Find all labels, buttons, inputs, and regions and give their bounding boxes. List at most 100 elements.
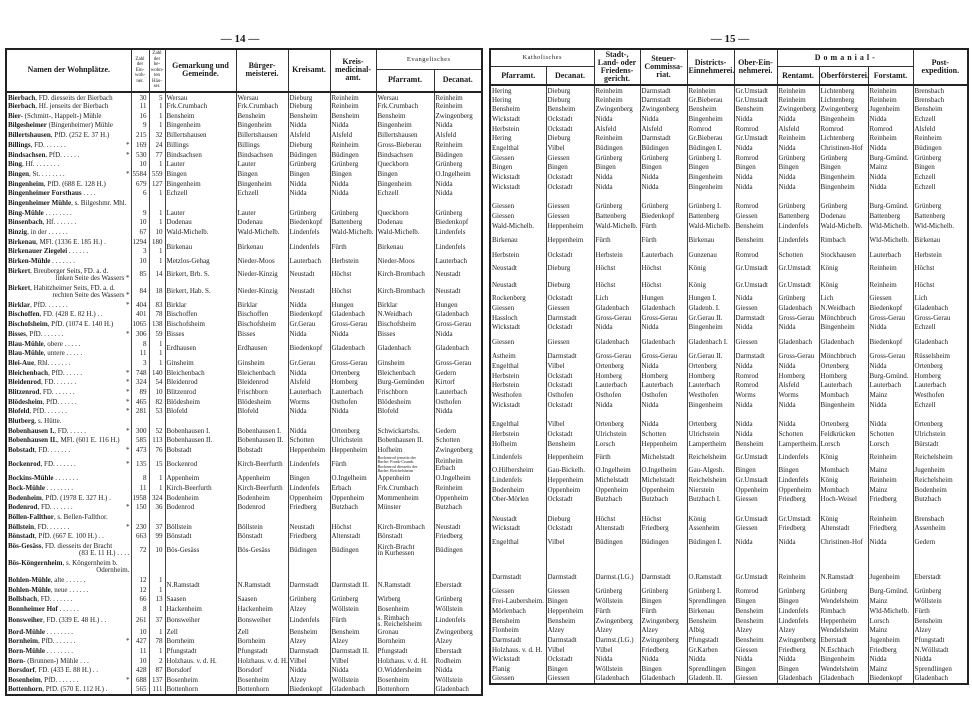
einwohner-count: 230 xyxy=(130,522,150,533)
kath-decanat: Ockstadt xyxy=(545,655,595,665)
place-name-detail: , PfD. . . . . . . xyxy=(40,676,79,685)
post: Alzey xyxy=(912,626,969,636)
table-row: Birkenau, MFl. (1336 E. 185 H.) . 1294 180… xyxy=(5,237,483,257)
gericht: Höchst xyxy=(593,514,641,525)
place-name-bold: Birkenauer Ziegelei xyxy=(8,247,68,256)
gemarkung: Bobenhausen II. xyxy=(164,436,237,446)
obereinnehmerei xyxy=(733,504,778,515)
table-row: Bischofsheim, PfD. (1074 E. 140 H.) 1065 1… xyxy=(5,320,483,330)
table-row: Borsdorf, FD. (433 E. 88 H.) . . 428 87 Bor… xyxy=(5,666,483,677)
gemarkung: Bleichenbach xyxy=(164,368,237,379)
rentamt: Alzey xyxy=(776,626,820,636)
steuer: Nidda xyxy=(639,323,688,333)
oberfoersterei: Mombach xyxy=(818,485,869,496)
table-row: Bingenheim, PfD. (688 E. 128 H.) 679 127 Bi… xyxy=(5,179,483,190)
forstamt: Battenberg xyxy=(867,211,914,222)
place-name-detail: , PfD. (667 E. 100 H.) . . xyxy=(34,532,104,541)
gemarkung: Bornheim xyxy=(164,637,237,647)
oberfoersterei: Bingenheim xyxy=(818,182,869,193)
forstamt: Lauterbach xyxy=(867,250,914,261)
place-name: Bonsweiher, FD. (339 E. 48 H.) . . xyxy=(5,614,132,628)
forstamt: Nidda xyxy=(867,182,914,193)
oberfoersterei: Lichtenberg xyxy=(818,134,869,144)
post: Ortenberg xyxy=(912,362,969,372)
steuer: Lauterbach xyxy=(639,250,688,261)
kath-decanat: Dieburg xyxy=(545,514,595,525)
table-row: Bottenhorn, PfD. (570 E. 112 H.) . 565 111… xyxy=(5,685,483,696)
gericht xyxy=(593,410,641,421)
post: Bensheim xyxy=(912,105,969,115)
table-row: Engelthal Vilbel Ortenberg Nidda Ortenberg Ni… xyxy=(489,362,969,372)
kath-decanat: Dieburg xyxy=(545,260,595,278)
buergermeisterei: Kirch-Beerfurth xyxy=(235,483,289,494)
place-name-bold: Binzig xyxy=(8,228,28,237)
buergermeisterei: Bornheim xyxy=(235,637,289,647)
forstamt: Nidda xyxy=(867,534,914,551)
einwohner-count: 1294 xyxy=(130,237,150,248)
steuer: Höchst xyxy=(639,514,688,525)
ev-pfarramt xyxy=(375,416,435,427)
kath-pfarramt: Wickstadt xyxy=(489,323,547,333)
forstamt: Nidda xyxy=(867,323,914,333)
table-row: Bingenheimer Mühle, s. Bilgeshmr. Mhl. xyxy=(5,198,483,209)
kreisamt xyxy=(287,512,331,523)
gemarkung: Lauter xyxy=(164,160,237,170)
oberfoersterei: Bingen xyxy=(818,163,869,173)
haeuser-count: 140 xyxy=(148,368,166,379)
gericht: Oppenheim xyxy=(593,485,641,496)
forstamt: Nidda xyxy=(867,400,914,411)
einwohner-count xyxy=(130,416,150,427)
oberfoersterei: Zwingenberg xyxy=(818,105,869,115)
table-row: Birken-Mühle . . . . . . . 10 1 Metzlos-Geh… xyxy=(5,257,483,267)
obereinnehmerei: Nidda xyxy=(733,429,778,440)
ev-pfarramt: Blofeld xyxy=(375,407,435,417)
districts: Gr.Gerau II. xyxy=(686,313,735,324)
kath-pfarramt: Birkenau xyxy=(489,231,547,251)
place-name: Bleidenrod, FD. . . . . . . * xyxy=(5,378,132,388)
post: Assenheim xyxy=(912,524,969,534)
obereinnehmerei: Nidda xyxy=(733,182,778,193)
table-row: Ober-Mörlen Ockstadt Butzbach Butzbach Butzb… xyxy=(489,495,969,505)
kath-decanat xyxy=(545,192,595,203)
kreisamt: Alzey xyxy=(287,637,331,647)
kath-decanat: Ockstadt xyxy=(545,114,595,125)
haeuser-count: 1 xyxy=(148,575,166,586)
place-name-bold: Blitzenrod xyxy=(8,387,40,396)
kreisamt: Darmstadt xyxy=(287,647,331,657)
rentamt xyxy=(776,192,820,203)
ev-pfarramt: Billertshausen xyxy=(375,131,435,141)
post: Echzell xyxy=(912,114,969,125)
header-kath-pfarramt: Pfarramt. xyxy=(489,66,547,86)
place-name: Bobenhausen I., FD. . . . . . * xyxy=(5,426,132,437)
table-row: Bodenrod, FD. . . . . . . * 150 36 Bodenrod B… xyxy=(5,503,483,513)
districts: Westhofen xyxy=(686,391,735,401)
gericht: Büdingen xyxy=(593,143,641,154)
buergermeisterei: Bottenhorn xyxy=(235,685,289,696)
post: Echzell xyxy=(912,400,969,411)
kath-decanat: Heppenheim xyxy=(545,449,595,467)
table-row: Westhofen Osthofen Osthofen Osthofen Westhof… xyxy=(489,391,969,401)
kath-decanat: Darmstadt xyxy=(545,313,595,324)
place-name-bold: Blau-Mühle xyxy=(8,339,44,348)
ev-pfarramt xyxy=(375,558,435,576)
post: Brensbach xyxy=(912,95,969,106)
ev-pfarramt: Birklar xyxy=(375,300,435,311)
place-name-bold: Birken-Mühle xyxy=(8,257,51,266)
post: Gladenbach xyxy=(912,674,969,685)
forstamt: Lorsch xyxy=(867,439,914,450)
place-name-detail: , Hf. . . . . . . . xyxy=(22,160,60,169)
buergermeisterei: Bönstadt xyxy=(235,532,289,542)
oberfoersterei: Dodenau xyxy=(818,211,869,222)
forstamt: Mainz xyxy=(867,466,914,476)
post: Grünberg xyxy=(912,202,969,212)
steuer: Gladenbach xyxy=(639,303,688,314)
ev-pfarramt: Wersau xyxy=(375,91,435,102)
obereinnehmerei: Alzey xyxy=(733,626,778,636)
oberfoersterei: Lorsch xyxy=(818,439,869,450)
ev-decanat: Wöllstein xyxy=(433,604,483,615)
ev-pfarramt: Wirberg xyxy=(375,595,435,605)
rentamt: Zwingenberg xyxy=(776,105,820,115)
place-name-bold: Bosenheim xyxy=(8,676,41,685)
districts: Gau-Algesh. xyxy=(686,466,735,476)
place-name-detail: , FD. (339 E. 48 H.) . . xyxy=(43,616,107,625)
